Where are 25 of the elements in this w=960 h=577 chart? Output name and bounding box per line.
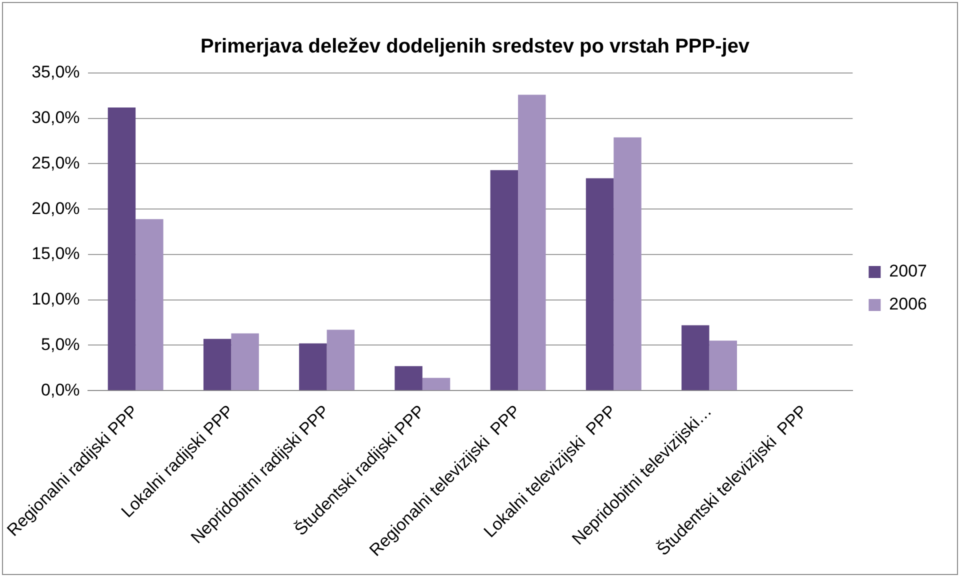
bar: [108, 107, 136, 390]
y-tick-label: 30,0%: [32, 108, 80, 128]
chart-title: Primerjava deležev dodeljenih sredstev po vrstah PPP-jev: [200, 36, 750, 58]
bar: [586, 178, 614, 390]
bar: [394, 366, 422, 390]
bar: [518, 94, 546, 390]
bar: [490, 170, 518, 390]
y-tick-label: 5,0%: [41, 334, 80, 354]
y-tick-label: 10,0%: [32, 290, 80, 309]
bar: [231, 333, 259, 390]
y-tick-label: 25,0%: [32, 153, 80, 172]
y-tick-label: 35,0%: [32, 62, 80, 82]
bar: [136, 219, 164, 390]
y-tick-label: 0,0%: [41, 380, 80, 400]
bar: [299, 343, 327, 390]
y-tick-label: 15,0%: [32, 244, 80, 264]
bar: [614, 137, 642, 390]
bar: [709, 340, 737, 390]
y-tick-label: 20,0%: [32, 198, 80, 218]
bar: [326, 330, 355, 390]
bar: [682, 325, 710, 390]
bar: [203, 338, 232, 390]
bar: [422, 378, 450, 390]
legend-label: 2006: [889, 294, 928, 314]
legend-label: 2007: [889, 262, 928, 281]
